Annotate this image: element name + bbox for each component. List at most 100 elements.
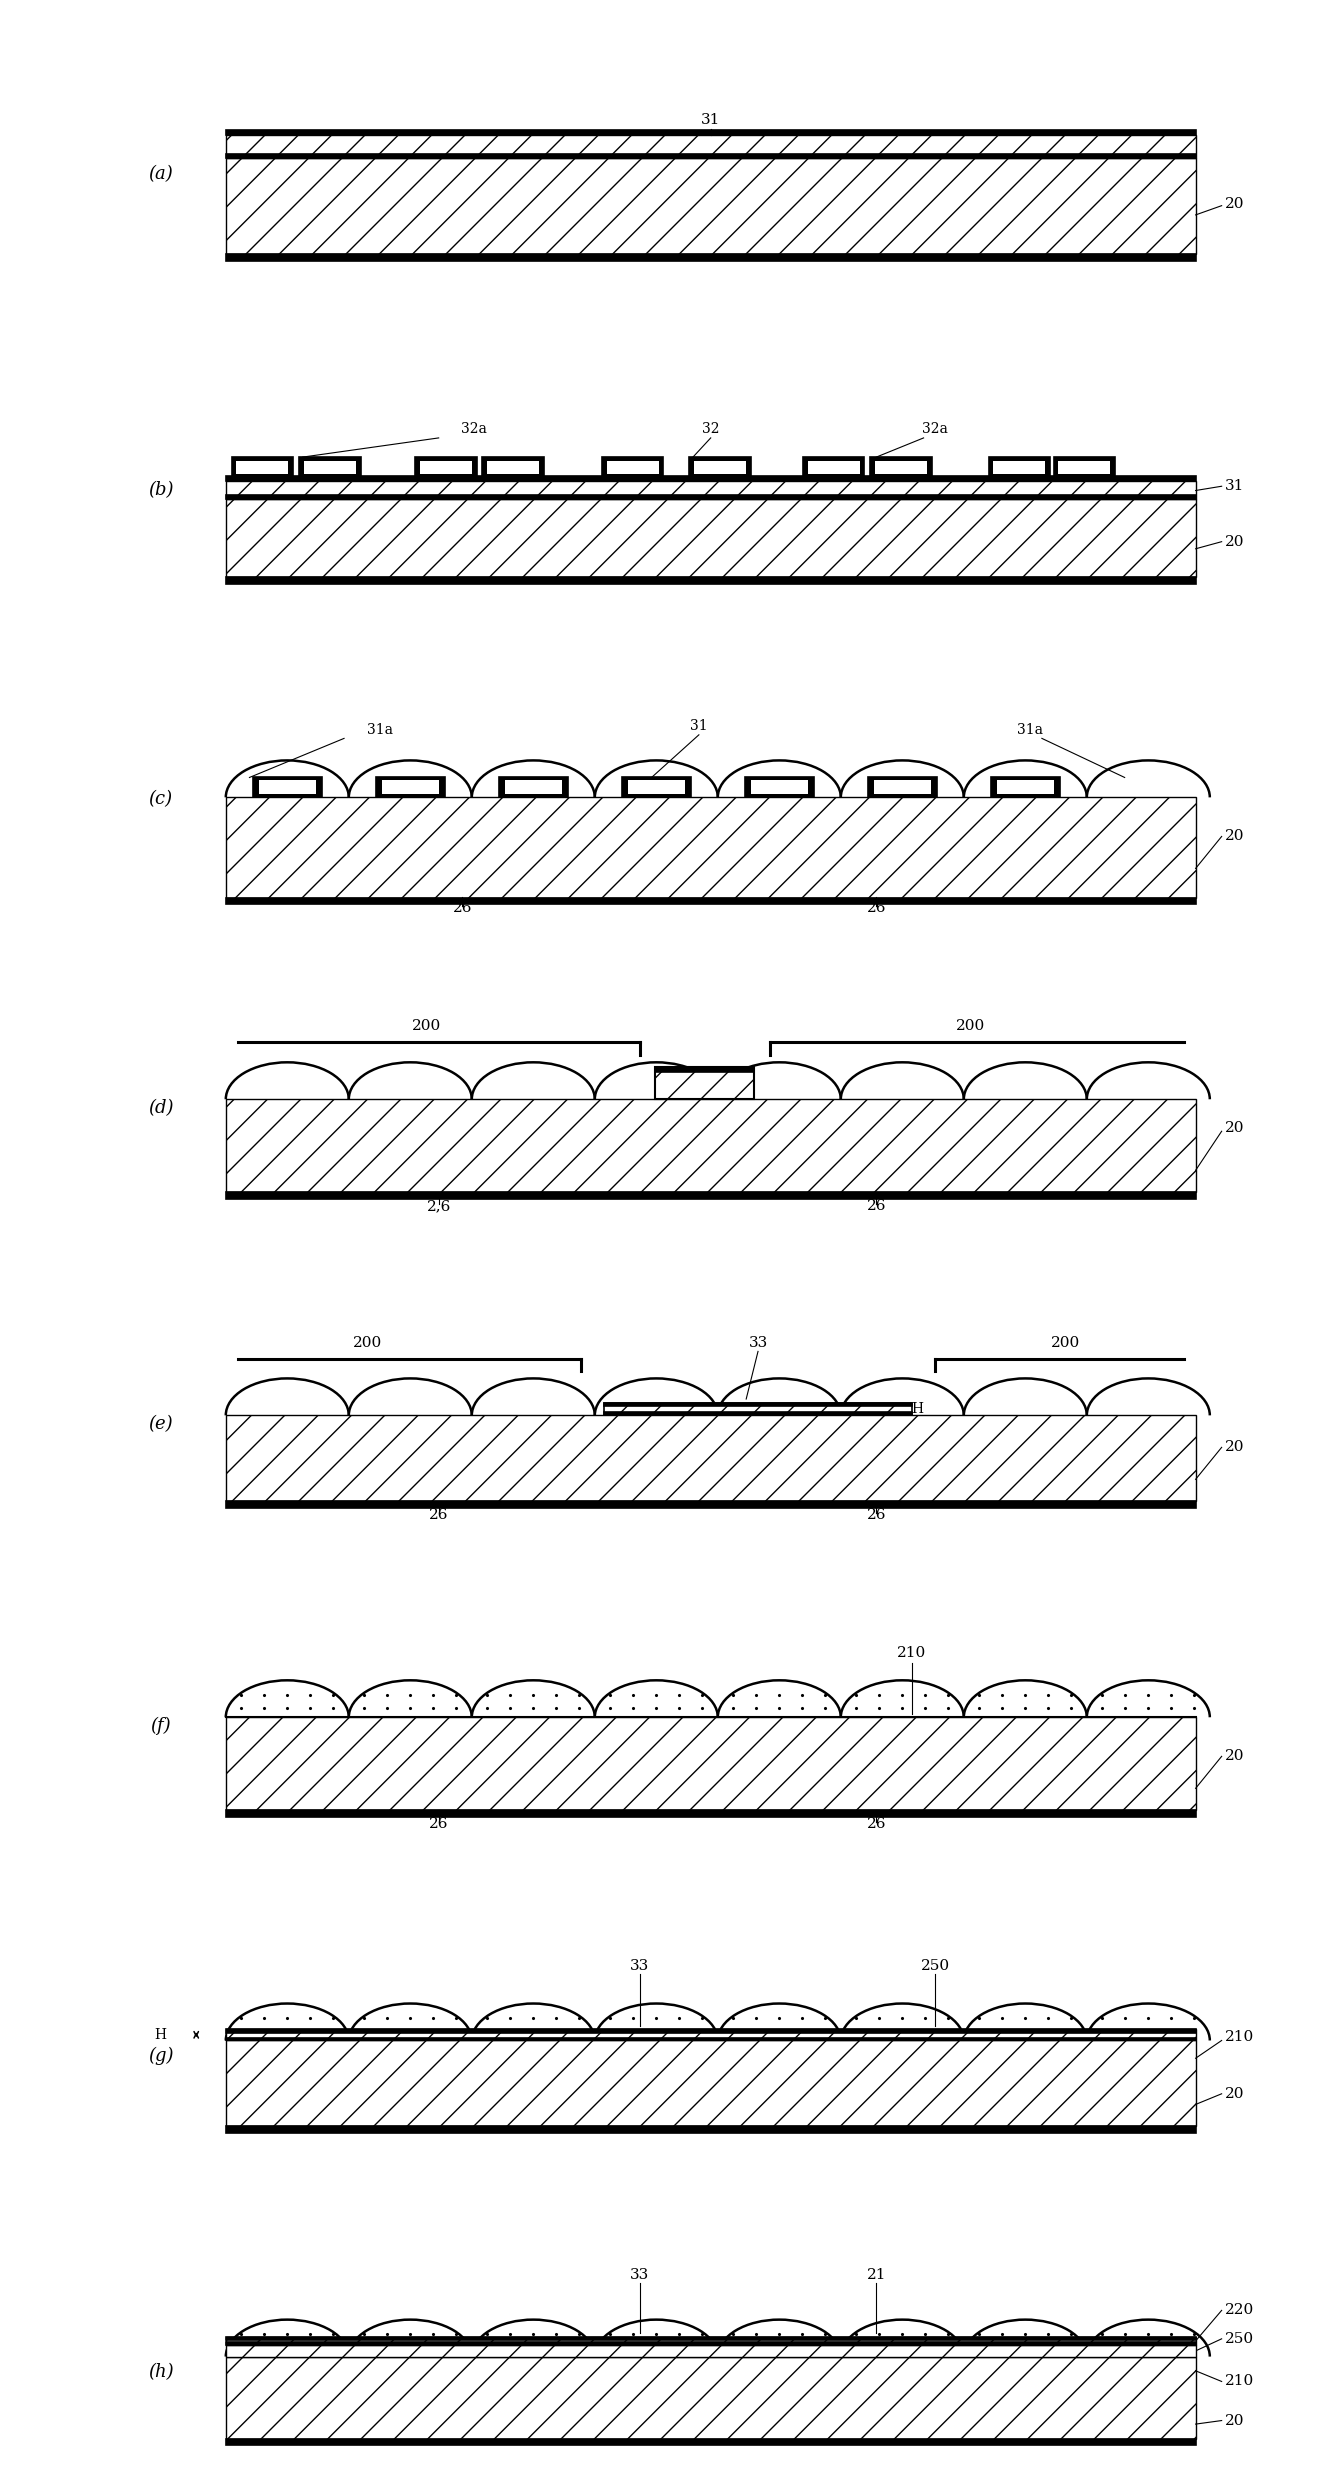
- Wedge shape: [349, 2002, 472, 2039]
- Bar: [605, 1412, 911, 1416]
- Wedge shape: [841, 2002, 964, 2039]
- Text: H: H: [155, 2027, 167, 2042]
- Bar: [868, 779, 937, 798]
- Bar: [226, 136, 1196, 158]
- Bar: [226, 499, 1196, 576]
- Bar: [226, 2030, 1196, 2039]
- Bar: [226, 2336, 1196, 2346]
- Wedge shape: [349, 2319, 472, 2356]
- Text: 31a: 31a: [367, 722, 392, 737]
- Bar: [259, 779, 316, 794]
- Wedge shape: [595, 2002, 718, 2039]
- Wedge shape: [349, 1681, 472, 1718]
- Text: 32a: 32a: [461, 423, 487, 438]
- Bar: [655, 1068, 754, 1070]
- Wedge shape: [472, 1681, 595, 1718]
- Text: (c): (c): [149, 791, 173, 808]
- Bar: [751, 779, 808, 794]
- Bar: [226, 1192, 1196, 1199]
- Bar: [226, 482, 1196, 499]
- Text: 33: 33: [630, 2267, 649, 2282]
- Text: 26: 26: [453, 900, 472, 915]
- Bar: [226, 158, 1196, 255]
- Wedge shape: [1087, 2002, 1210, 2039]
- Bar: [226, 255, 1196, 262]
- Text: 31: 31: [689, 719, 708, 734]
- Text: 210: 210: [898, 1646, 926, 1661]
- Text: 26: 26: [867, 1817, 886, 1832]
- Bar: [605, 1402, 911, 1416]
- Text: 21: 21: [867, 2267, 886, 2282]
- Bar: [602, 457, 664, 477]
- Text: 26: 26: [429, 1508, 449, 1523]
- Bar: [1054, 457, 1116, 477]
- Bar: [226, 2343, 1196, 2346]
- Bar: [226, 129, 1196, 136]
- Bar: [300, 457, 360, 477]
- Text: 31: 31: [702, 114, 720, 129]
- Text: 210: 210: [1226, 2376, 1254, 2388]
- Bar: [226, 1416, 1196, 1501]
- Text: 32a: 32a: [922, 423, 949, 438]
- Wedge shape: [718, 1681, 841, 1718]
- Text: (a): (a): [148, 166, 173, 183]
- Bar: [689, 457, 751, 477]
- Bar: [226, 1100, 1196, 1192]
- Text: 31a: 31a: [1017, 722, 1043, 737]
- Text: 250: 250: [921, 1958, 950, 1973]
- Wedge shape: [841, 2319, 964, 2356]
- Text: 20: 20: [1226, 534, 1245, 549]
- Text: 20: 20: [1226, 1441, 1245, 1454]
- Bar: [226, 477, 1196, 482]
- Text: 26: 26: [867, 1508, 886, 1523]
- Bar: [997, 779, 1054, 794]
- Bar: [628, 779, 684, 794]
- Text: 20: 20: [1226, 1750, 1245, 1763]
- Bar: [875, 462, 927, 475]
- Text: 220: 220: [1226, 2304, 1254, 2316]
- Bar: [694, 462, 746, 475]
- Bar: [745, 779, 813, 798]
- Wedge shape: [964, 2002, 1087, 2039]
- Text: 20: 20: [1226, 198, 1245, 210]
- Bar: [871, 457, 931, 477]
- Text: (h): (h): [148, 2363, 173, 2381]
- Bar: [622, 779, 691, 798]
- Bar: [808, 462, 860, 475]
- Text: (b): (b): [148, 482, 173, 499]
- Text: 200: 200: [353, 1335, 382, 1350]
- Bar: [499, 779, 567, 798]
- Text: 20: 20: [1226, 1120, 1245, 1135]
- Bar: [226, 153, 1196, 158]
- Wedge shape: [472, 2002, 595, 2039]
- Text: 200: 200: [957, 1018, 985, 1033]
- Bar: [226, 897, 1196, 905]
- Bar: [419, 462, 472, 475]
- Wedge shape: [964, 1681, 1087, 1718]
- Bar: [487, 462, 539, 475]
- Bar: [874, 779, 930, 794]
- Text: 32: 32: [702, 423, 719, 438]
- Bar: [226, 2039, 1196, 2126]
- Text: 210: 210: [1226, 2030, 1254, 2044]
- Bar: [415, 457, 477, 477]
- Text: 20: 20: [1226, 2413, 1245, 2428]
- Bar: [226, 2356, 1196, 2440]
- Wedge shape: [1087, 1681, 1210, 1718]
- Wedge shape: [964, 2319, 1087, 2356]
- Bar: [991, 779, 1059, 798]
- Text: (e): (e): [148, 1414, 173, 1434]
- Bar: [382, 779, 438, 794]
- Bar: [304, 462, 356, 475]
- Bar: [226, 578, 1196, 583]
- Bar: [993, 462, 1046, 475]
- Bar: [226, 2440, 1196, 2445]
- Bar: [376, 779, 445, 798]
- Text: H: H: [911, 1402, 923, 1416]
- Bar: [226, 2346, 1196, 2356]
- Bar: [505, 779, 562, 794]
- Bar: [655, 1068, 754, 1100]
- Bar: [605, 1402, 911, 1407]
- Wedge shape: [226, 2319, 349, 2356]
- Bar: [226, 494, 1196, 499]
